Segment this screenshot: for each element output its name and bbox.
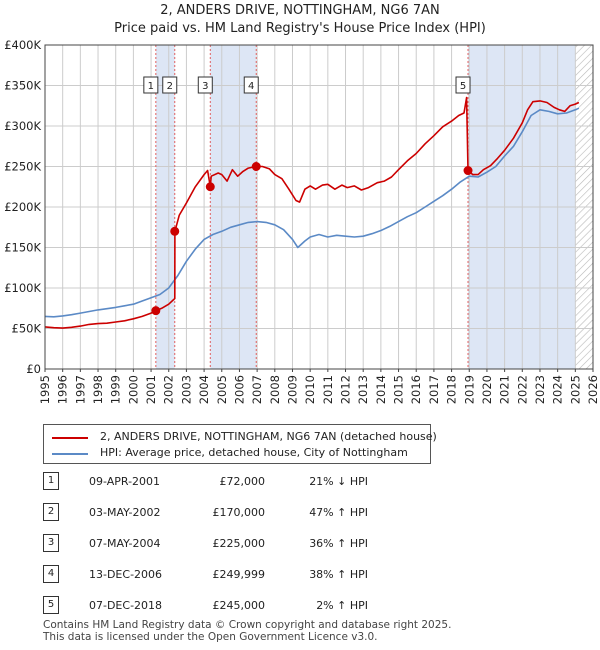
transaction-price: £245,000 <box>212 599 266 612</box>
x-tick-label: 1996 <box>56 375 70 404</box>
y-tick-label: £100K <box>4 281 41 295</box>
x-tick-label: 2011 <box>321 375 335 404</box>
transaction-date: 03-MAY-2002 <box>89 506 161 519</box>
transaction-price: £72,000 <box>219 475 266 488</box>
transaction-date: 07-DEC-2018 <box>89 599 163 612</box>
x-tick-label: 1998 <box>91 375 105 404</box>
x-tick-label: 2023 <box>533 375 547 404</box>
y-tick-label: £150K <box>4 241 41 255</box>
transaction-date: 13-DEC-2006 <box>89 568 163 581</box>
x-tick-label: 2001 <box>144 375 158 404</box>
table-row: 1 09-APR-2001 £72,000 21% ↓ HPI <box>43 472 443 490</box>
x-tick-label: 2018 <box>445 375 459 404</box>
sale-label-box <box>243 76 259 94</box>
x-tick-label: 2014 <box>374 375 388 404</box>
x-tick-label: 2019 <box>462 375 476 404</box>
table-row: 4 13-DEC-2006 £249,999 38% ↑ HPI <box>43 565 443 583</box>
footer-line2: This data is licensed under the Open Gov… <box>43 631 378 643</box>
x-tick-label: 2016 <box>409 375 423 404</box>
y-tick-label: £300K <box>4 119 41 133</box>
table-row: 5 07-DEC-2018 £245,000 2% ↑ HPI <box>43 596 443 614</box>
x-tick-label: 2006 <box>232 375 246 404</box>
legend: 2, ANDERS DRIVE, NOTTINGHAM, NG6 7AN (de… <box>43 424 437 464</box>
transaction-number: 2 <box>43 503 59 521</box>
x-tick-label: 1995 <box>38 375 52 404</box>
x-tick-label: 2005 <box>215 375 229 404</box>
x-tick-label: 1997 <box>73 375 87 404</box>
footer: Contains HM Land Registry data © Crown c… <box>43 619 451 643</box>
x-tick-label: 2000 <box>126 375 140 404</box>
sale-label-box <box>143 76 159 94</box>
transaction-number: 3 <box>43 534 59 552</box>
transaction-hpi: 36% ↑ HPI <box>309 537 368 550</box>
sale-point <box>463 166 473 176</box>
legend-swatch-red <box>52 437 88 439</box>
legend-label-property: 2, ANDERS DRIVE, NOTTINGHAM, NG6 7AN (de… <box>100 430 437 443</box>
transaction-hpi: 47% ↑ HPI <box>309 506 368 519</box>
transaction-number: 4 <box>43 565 59 583</box>
x-tick-label: 2007 <box>250 375 264 404</box>
chart-title-line2: Price paid vs. HM Land Registry's House … <box>114 21 486 36</box>
transaction-price: £249,999 <box>212 568 266 581</box>
x-tick-label: 1999 <box>109 375 123 404</box>
y-tick-label: £50K <box>12 322 42 336</box>
x-tick-label: 2026 <box>586 375 600 404</box>
y-tick-label: £250K <box>4 160 41 174</box>
transaction-date: 09-APR-2001 <box>89 475 161 488</box>
sale-label: 4 <box>248 81 254 92</box>
x-tick-label: 2022 <box>515 375 529 404</box>
transaction-price: £225,000 <box>212 537 266 550</box>
sale-label-box <box>455 76 471 94</box>
x-tick-label: 2003 <box>179 375 193 404</box>
sale-point <box>151 306 161 316</box>
legend-label-hpi: HPI: Average price, detached house, City… <box>100 446 408 459</box>
sale-label-box <box>162 76 178 94</box>
y-tick-label: £200K <box>4 200 41 214</box>
x-tick-label: 2025 <box>568 375 582 404</box>
transaction-hpi: 38% ↑ HPI <box>309 568 368 581</box>
x-tick-label: 2020 <box>480 375 494 404</box>
sale-label: 2 <box>167 81 173 92</box>
transaction-date: 07-MAY-2004 <box>89 537 161 550</box>
y-tick-label: £350K <box>4 79 41 93</box>
x-tick-label: 2004 <box>197 375 211 404</box>
transaction-hpi: 21% ↓ HPI <box>309 475 368 488</box>
sale-label-box <box>197 76 213 94</box>
table-row: 2 03-MAY-2002 £170,000 47% ↑ HPI <box>43 503 443 521</box>
table-row: 3 07-MAY-2004 £225,000 36% ↑ HPI <box>43 534 443 552</box>
footer-line1: Contains HM Land Registry data © Crown c… <box>43 619 452 631</box>
x-tick-label: 2024 <box>551 375 565 404</box>
series-line-blue <box>45 107 580 318</box>
sale-label: 5 <box>460 81 466 92</box>
x-tick-label: 2013 <box>356 375 370 404</box>
price-chart: £0 £50K £100K £150K £200K £250K £300K £350K £400… <box>4 38 600 404</box>
sale-point <box>251 162 261 172</box>
plot-frame <box>44 44 594 370</box>
x-tick-label: 2015 <box>392 375 406 404</box>
x-tick-label: 2017 <box>427 375 441 404</box>
transaction-price: £170,000 <box>212 506 266 519</box>
x-tick-label: 2012 <box>339 375 353 404</box>
x-tick-label: 2010 <box>303 375 317 404</box>
chart-title: 2, ANDERS DRIVE, NOTTINGHAM, NG6 7AN Pri… <box>0 2 600 38</box>
sale-label: 3 <box>202 81 208 92</box>
y-tick-label: £400K <box>4 38 41 52</box>
transaction-number: 5 <box>43 596 59 614</box>
sale-point <box>170 226 180 236</box>
legend-swatch-blue <box>52 453 88 455</box>
x-tick-label: 2008 <box>268 375 282 404</box>
y-tick-label: £0 <box>26 362 41 376</box>
transaction-hpi: 2% ↑ HPI <box>316 599 368 612</box>
sale-point <box>205 182 215 192</box>
sale-label: 1 <box>148 81 154 92</box>
x-tick-label: 2021 <box>498 375 512 404</box>
chart-title-line1: 2, ANDERS DRIVE, NOTTINGHAM, NG6 7AN <box>160 3 440 18</box>
transaction-number: 1 <box>43 472 59 490</box>
x-tick-label: 2002 <box>162 375 176 404</box>
x-tick-label: 2009 <box>285 375 299 404</box>
